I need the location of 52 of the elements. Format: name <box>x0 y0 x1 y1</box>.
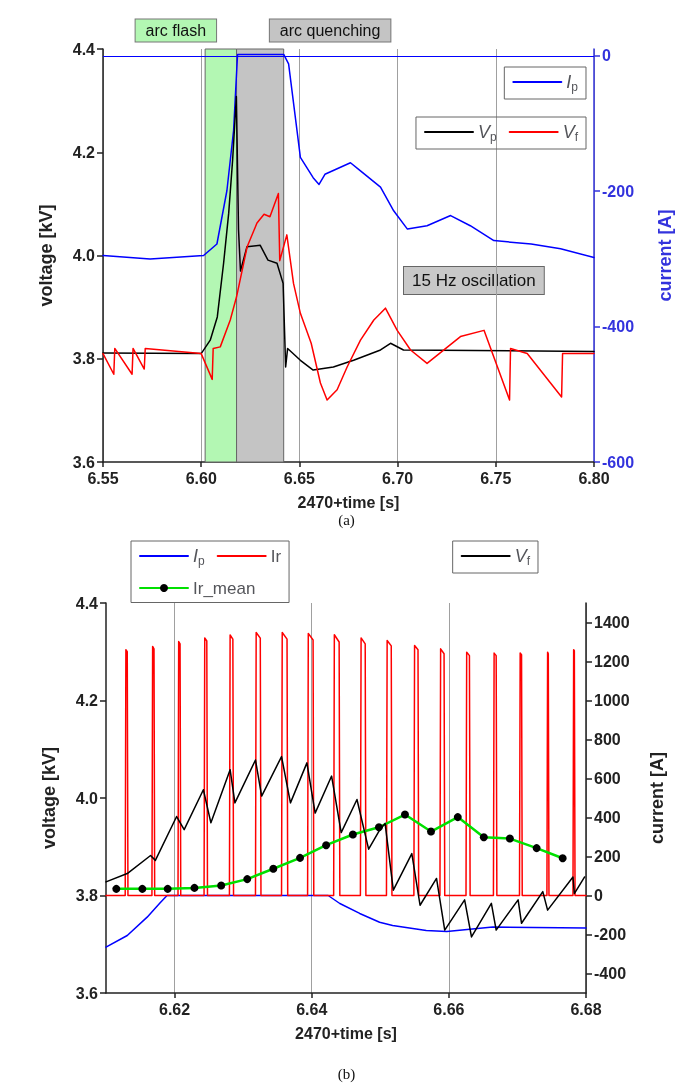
y2-tick-label: -400 <box>602 318 635 336</box>
y2-tick-label: 600 <box>594 770 621 787</box>
x-axis-title: 2470+time [s] <box>297 493 400 511</box>
x-tick-label: 6.65 <box>283 469 316 487</box>
y-tick-label: 4.0 <box>72 247 96 264</box>
y2-axis-title: current [A] <box>647 751 667 845</box>
x-tick-label: 6.55 <box>87 469 119 487</box>
y-axis-title: voltage [kV] <box>36 204 56 307</box>
y2-tick-label: 0 <box>602 47 611 65</box>
line-series <box>102 95 595 371</box>
y-tick-label: 3.8 <box>72 350 96 368</box>
y-tick-label: 3.6 <box>72 453 96 471</box>
y2-tick-label: 400 <box>594 809 621 826</box>
y2-tick-label: -400 <box>594 965 627 982</box>
y-tick-label: 4.2 <box>75 692 99 709</box>
band-label: arc quenching <box>279 22 381 39</box>
x-tick-label: 6.64 <box>296 1000 328 1018</box>
x-tick-label: 6.80 <box>578 469 610 487</box>
x-axis-title: 2470+time [s] <box>295 1024 397 1042</box>
y2-axis-title: current [A] <box>655 209 675 302</box>
y2-tick-label: -200 <box>602 182 635 200</box>
line-series <box>105 755 586 938</box>
x-tick-label: 6.66 <box>433 1000 465 1018</box>
band-label: arc flash <box>145 22 207 39</box>
x-tick-label: 6.68 <box>570 1000 602 1018</box>
y2-tick-label: 1000 <box>594 692 630 709</box>
y-tick-label: 4.2 <box>72 143 96 161</box>
annotation: 15 Hz oscillation <box>412 271 536 290</box>
y2-tick-label: 1200 <box>594 653 630 670</box>
y2-tick-label: 1400 <box>594 614 630 631</box>
text: (b) <box>337 1065 356 1083</box>
line-series <box>105 631 587 897</box>
line-series <box>102 53 595 260</box>
y2-tick-label: -600 <box>602 453 635 471</box>
x-tick-label: 6.62 <box>159 1000 191 1018</box>
y-tick-label: 3.8 <box>75 887 99 904</box>
x-tick-label: 6.60 <box>185 469 217 487</box>
y-tick-label: 4.4 <box>75 594 99 612</box>
line-series <box>102 192 595 401</box>
y2-tick-label: 200 <box>594 848 621 865</box>
y-tick-label: 3.6 <box>75 984 99 1002</box>
x-tick-label: 6.70 <box>382 469 414 487</box>
y2-tick-label: -200 <box>594 926 627 943</box>
y-tick-label: 4.0 <box>75 789 99 807</box>
legend-label: Ir <box>270 546 282 566</box>
x-tick-label: 6.75 <box>480 469 512 487</box>
y-tick-label: 4.4 <box>72 40 96 58</box>
y-axis-title: voltage [kV] <box>39 746 59 850</box>
y2-tick-label: 800 <box>594 731 621 748</box>
y2-tick-label: 0 <box>594 887 603 904</box>
text: (a) <box>338 511 355 529</box>
legend-label: Ir_mean <box>193 578 256 598</box>
